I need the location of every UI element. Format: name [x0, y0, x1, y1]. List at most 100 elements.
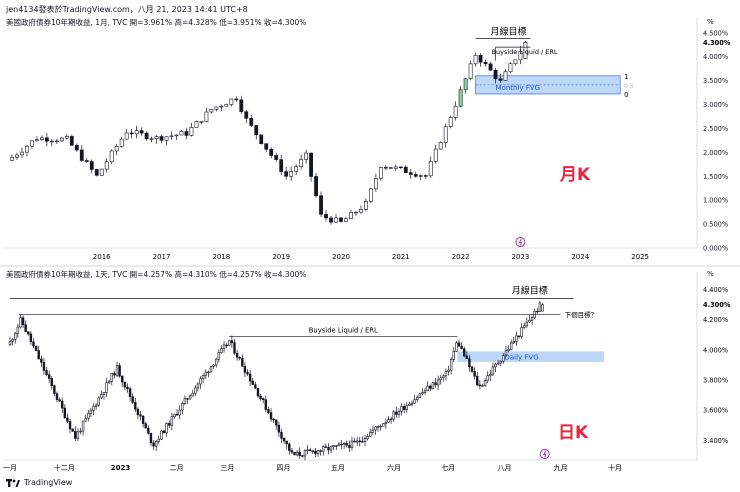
top-price-tick: 1.000%: [703, 197, 728, 205]
bottom-candle: [251, 380, 254, 385]
bottom-candle: [507, 348, 510, 351]
top-candle: [49, 140, 54, 143]
fvg-marker-top: 1: [624, 73, 628, 81]
bottom-time-tick: 十月: [608, 463, 622, 472]
top-unit-label: %: [707, 18, 714, 26]
bottom-candle: [416, 397, 419, 400]
top-candle: [114, 146, 119, 152]
top-candle: [483, 61, 488, 65]
top-candle: [35, 139, 39, 142]
bottom-candle: [87, 413, 90, 419]
top-candle: [94, 169, 99, 176]
top-candle: [314, 176, 318, 196]
bottom-candle: [222, 344, 226, 349]
bottom-candle: [496, 362, 500, 365]
bottom-candle: [115, 365, 119, 376]
top-candle: [74, 144, 79, 151]
top-price-tick: 4.500%: [703, 29, 728, 37]
top-candle: [349, 211, 353, 220]
bottom-candle: [66, 417, 69, 422]
bottom-candle: [303, 450, 307, 457]
bottom-candle: [220, 348, 223, 353]
bottom-candle: [324, 446, 328, 448]
top-candle: [234, 98, 239, 101]
bottom-candle: [541, 304, 544, 312]
bottom-candle: [342, 443, 346, 445]
top-time-tick: 2019: [272, 253, 290, 261]
bottom-candle: [515, 335, 518, 342]
top-candle: [184, 131, 189, 136]
top-candle: [359, 209, 363, 213]
bottom-candle: [89, 409, 93, 414]
bottom-candle: [68, 421, 72, 430]
bottom-candle: [92, 405, 95, 411]
top-candle: [30, 140, 34, 147]
bottom-candle: [316, 450, 320, 455]
bottom-candle: [536, 310, 539, 313]
top-price-tick: 3.000%: [703, 101, 728, 109]
bottom-candle: [32, 341, 35, 347]
top-candle: [269, 148, 274, 156]
bottom-candle: [306, 449, 309, 452]
top-candle: [144, 132, 149, 140]
top-candle: [403, 166, 408, 173]
top-candle: [373, 178, 378, 190]
bottom-candle: [530, 317, 534, 321]
bottom-candle: [107, 380, 111, 383]
bottom-candle: [256, 388, 260, 397]
top-price-tick: 2.000%: [703, 149, 728, 157]
top-candle: [64, 136, 69, 139]
top-candle: [364, 201, 368, 210]
top-candle: [408, 172, 413, 175]
bottom-candle: [491, 366, 495, 375]
bottom-candle: [19, 317, 22, 328]
publish-header: jen4134發表於TradingView.com，八月 21, 2023 14…: [6, 5, 248, 14]
bottom-candle: [353, 440, 356, 443]
top-candle: [523, 42, 528, 59]
top-candle: [199, 121, 204, 123]
bottom-candle: [413, 399, 416, 404]
bottom-candle: [181, 403, 184, 411]
bottom-candle: [194, 387, 197, 394]
top-current-price: 4.300%: [703, 39, 731, 47]
bottom-candle: [311, 450, 315, 452]
top-big-label: 月K: [560, 165, 591, 185]
top-candle: [383, 167, 388, 169]
monthly-target-label: 月線目標: [491, 26, 527, 38]
bottom-candle: [170, 416, 174, 426]
top-candle: [79, 149, 84, 161]
bottom-candle: [228, 340, 231, 346]
bottom-candle: [71, 428, 74, 432]
fvg-marker-mid: 0.5: [624, 83, 634, 90]
bottom-candle: [509, 342, 513, 350]
bottom-candle: [387, 419, 390, 423]
top-candle: [299, 159, 304, 168]
bottom-candle: [442, 375, 445, 379]
bottom-time-tick: 二月: [170, 464, 184, 472]
bottom-candle: [225, 344, 228, 347]
bottom-candle: [335, 445, 338, 447]
top-candle: [418, 175, 423, 177]
bottom-price-tick: 4.400%: [703, 286, 728, 294]
top-candle: [508, 63, 513, 73]
bottom-candle: [293, 451, 296, 456]
top-price-tick: 2.500%: [703, 125, 728, 133]
bottom-candle: [410, 402, 414, 405]
bottom-candle: [366, 436, 369, 439]
top-price-tick: 0.500%: [703, 221, 728, 229]
bottom-candle: [79, 430, 82, 433]
bottom-candle: [405, 405, 408, 410]
bottom-candle: [447, 369, 450, 372]
top-time-tick: 2021: [392, 253, 410, 261]
fvg-marker-bottom: 0: [624, 91, 628, 99]
bottom-time-tick: 六月: [387, 463, 401, 472]
bottom-candle: [40, 358, 43, 363]
bottom-candle: [42, 361, 46, 371]
top-candle: [20, 151, 24, 156]
top-time-tick: 2018: [212, 253, 230, 261]
top-candle: [139, 130, 144, 134]
footer-brand: TradingView: [24, 478, 73, 487]
top-candle: [324, 214, 328, 219]
top-candle: [319, 195, 323, 215]
